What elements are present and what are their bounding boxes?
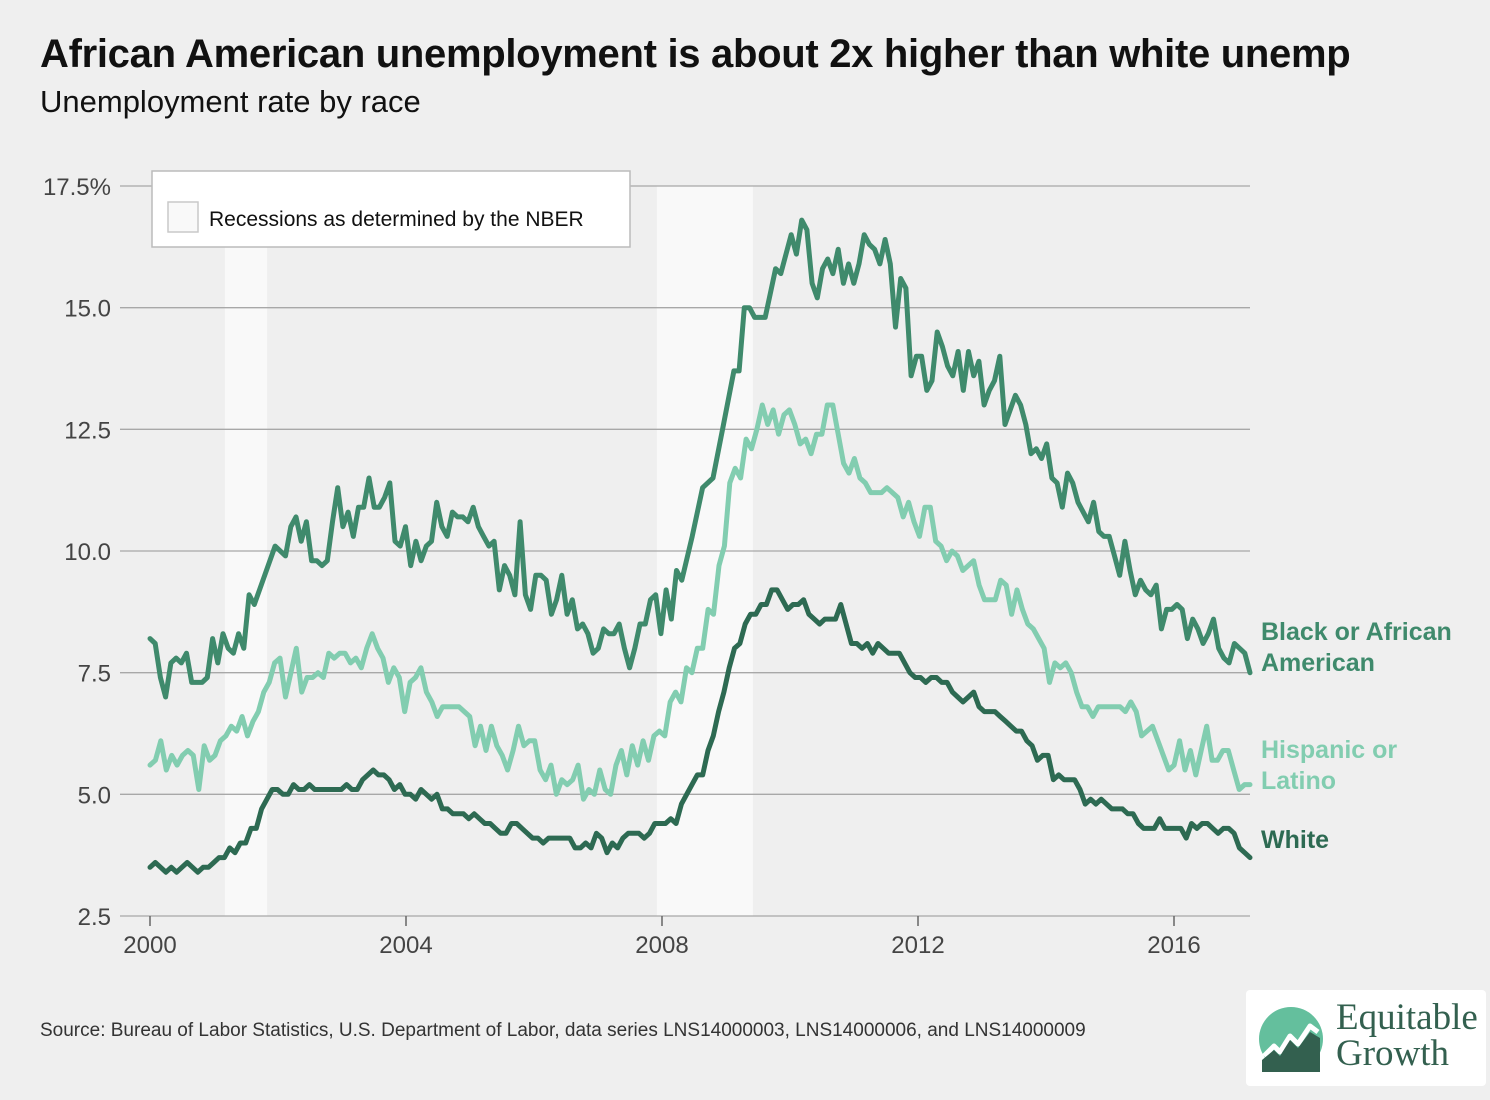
series-line-hispanic-or-latino bbox=[147, 402, 1253, 802]
x-tick-label: 2004 bbox=[379, 932, 432, 959]
y-tick-label: 17.5% bbox=[43, 174, 111, 201]
legend: Recessions as determined by the NBER bbox=[151, 170, 631, 248]
recession-swatch bbox=[167, 201, 199, 233]
x-tick-label: 2000 bbox=[123, 932, 176, 959]
series-line-white bbox=[147, 587, 1253, 875]
legend-box bbox=[151, 170, 631, 248]
y-tick-label: 15.0 bbox=[64, 296, 111, 323]
y-tick-label: 2.5 bbox=[78, 904, 111, 931]
growth-chart-icon bbox=[1259, 1007, 1323, 1072]
equitable-growth-logo: Equitable Growth bbox=[1246, 990, 1486, 1086]
source-note: Source: Bureau of Labor Statistics, U.S.… bbox=[40, 1020, 1086, 1041]
series-lines bbox=[147, 217, 1253, 875]
series-line-black-or-african-american bbox=[147, 217, 1253, 700]
x-tick-label: 2016 bbox=[1147, 932, 1200, 959]
y-tick-label: 10.0 bbox=[64, 539, 111, 566]
legend-label-recessions: Recessions as determined by the NBER bbox=[209, 208, 584, 231]
logo-wordmark: Equitable Growth bbox=[1336, 997, 1478, 1074]
logo-word-growth: Growth bbox=[1336, 1033, 1450, 1074]
y-tick-label: 12.5 bbox=[64, 417, 111, 444]
logo-word-equitable: Equitable bbox=[1336, 997, 1478, 1038]
y-tick-label: 7.5 bbox=[78, 661, 111, 688]
series-labels: Black or African American Hispanic or Latin… bbox=[1261, 618, 1452, 854]
x-tick-label: 2008 bbox=[635, 932, 688, 959]
series-label-black-or-african-american: Black or African American bbox=[1261, 618, 1452, 677]
x-axis: 2000 2004 2008 2012 2016 bbox=[123, 916, 1201, 959]
chart-subtitle: Unemployment rate by race bbox=[40, 84, 421, 119]
y-tick-label: 5.0 bbox=[78, 782, 111, 809]
y-axis: 2.5 5.0 7.5 10.0 12.5 15.0 17.5% bbox=[43, 174, 111, 931]
x-tick-label: 2012 bbox=[891, 932, 944, 959]
series-label-white: White bbox=[1261, 826, 1329, 854]
chart-title: African American unemployment is about 2… bbox=[40, 32, 1351, 76]
series-label-hispanic-or-latino: Hispanic or Latino bbox=[1261, 736, 1397, 795]
